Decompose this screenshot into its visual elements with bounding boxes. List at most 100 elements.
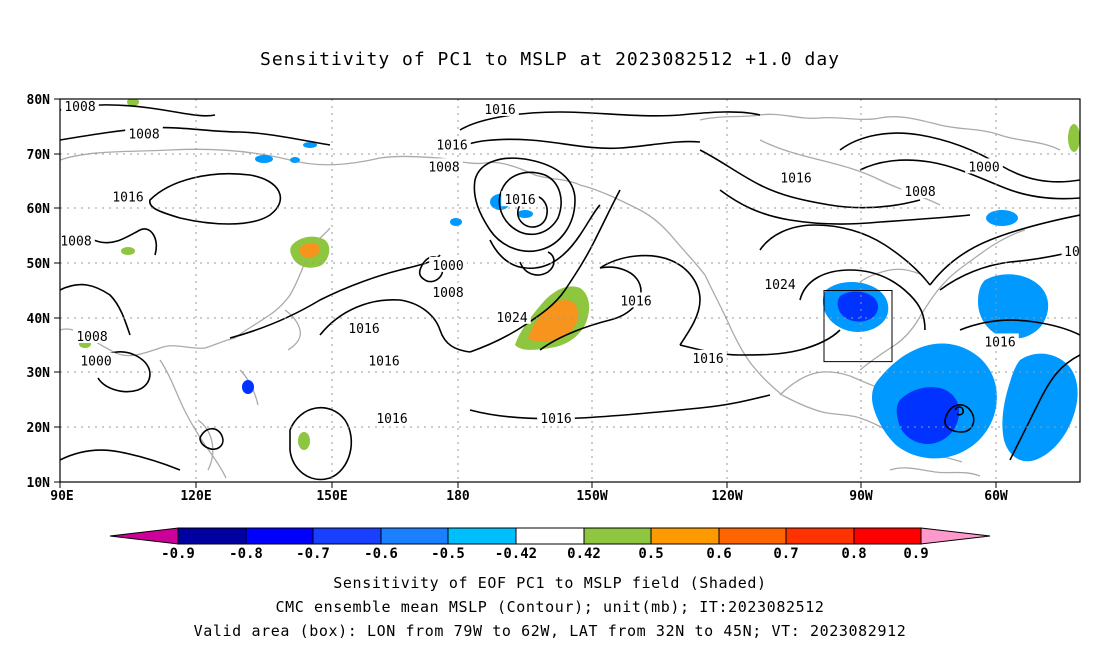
strong-positive-sensitivity-region [299,242,320,259]
contour-label: 1008 [64,100,95,115]
colorbar-segment [515,527,585,545]
colorbar-label: -0.5 [431,546,465,562]
contour-label-bg [61,98,99,114]
contour-label: 1008 [428,160,459,175]
lat-tick-label: 20N [27,421,51,436]
colorbar-segment [177,527,247,545]
negative-sensitivity-region [517,210,533,218]
contour-label: 1016 [780,171,811,186]
lat-tick-label: 70N [27,148,51,163]
colorbar-label: -0.42 [495,546,537,562]
contour-label-bg [501,191,539,207]
colorbar-segment [650,527,720,545]
positive-sensitivity-region [121,247,135,255]
contour-label-bg [689,349,727,365]
lat-tick-label: 80N [27,93,51,108]
contour-label: 1008 [128,128,159,143]
contour-label: 1008 [76,330,107,345]
negative-sensitivity-region [242,380,254,394]
contour-label-bg [57,232,95,248]
negative-sensitivity-region [450,218,462,226]
colorbar-segment [718,527,787,545]
negative-sensitivity-region [978,274,1049,339]
colorbar-segment [583,527,652,545]
colorbar-label: -0.6 [364,546,398,562]
contour-label: 1000 [968,160,999,175]
contour-label-bg [429,284,467,300]
contour-label: 1016 [484,103,515,118]
negative-sensitivity-region [1002,353,1078,462]
strong-negative-sensitivity-region [896,387,960,445]
colorbar-max-arrow [920,527,991,545]
contour-label: 1016 [348,322,379,337]
contour-label-bg [481,100,519,116]
contour-label-bg [901,183,939,199]
lat-tick-label: 50N [27,257,51,272]
colorbar-label: 0.5 [638,546,663,562]
lon-axis: 90E 120E 150E 180 150W 120W 90W 60W [50,482,1008,504]
contour-label: 1016 [540,412,571,427]
lon-tick-label: 90E [50,489,73,504]
colorbar-label: 0.42 [567,546,601,562]
negative-sensitivity-region [986,210,1018,226]
contour-label: 1008 [904,185,935,200]
lat-tick-label: 10N [27,476,51,491]
positive-sensitivity-region [1068,124,1080,152]
contour-label-bg [125,125,163,141]
lon-tick-label: 60W [984,489,1008,504]
contour-label-bg [617,292,655,308]
lon-tick-label: 90W [849,489,873,504]
contour-label: 1016 [368,355,399,370]
contour-label: 1016 [620,294,651,309]
lon-tick-label: 150E [316,489,347,504]
contour-label-bg [433,136,471,152]
colorbar-label: -0.7 [296,546,330,562]
strong-negative-sensitivity-region [837,291,878,322]
mslp-contours [60,104,1080,481]
contour-label-bg [777,169,815,185]
contour-label: 1016 [692,352,723,367]
contour-label: 1000 [80,355,111,370]
contour-label-bg [77,352,115,368]
contour-label-bg [345,319,383,335]
contour-label-bg [373,410,411,426]
contour-label-bg [365,352,403,368]
contour-label: 1008 [432,286,463,301]
colorbar-label: 0.6 [706,546,731,562]
positive-sensitivity-region [298,432,310,450]
colorbar-label: -0.8 [229,546,263,562]
colorbar: -0.9 -0.8 -0.7 -0.6 -0.5 -0.42 0.42 0.5 … [109,527,991,562]
lon-tick-label: 120W [711,489,742,504]
plot-frame [59,98,1081,483]
colorbar-min-arrow [109,527,179,545]
lat-tick-label: 40N [27,312,51,327]
colorbar-segment [447,527,517,545]
lat-tick-label: 30N [27,366,51,381]
positive-sensitivity-region [127,99,139,106]
colorbar-label: 0.9 [903,546,928,562]
contour-label: 1024 [764,278,795,293]
contour-label-bg [425,158,463,174]
colorbar-segment [380,527,449,545]
colorbar-label: -0.9 [161,546,195,562]
contour-label: 1024 [496,311,527,326]
contour-label: 1016 [376,412,407,427]
contour-label: 1016 [112,190,143,205]
contour-label-bg [1061,243,1083,259]
lon-tick-label: 180 [446,489,470,504]
contour-label-bg [761,276,799,292]
contour-label-bg [429,256,467,272]
contour-label-bg [981,333,1019,349]
contour-label: 1016 [504,193,535,208]
contour-labels: 1008 1008 1016 1008 1008 1000 1016 1016 1008 1016… [57,98,1083,427]
plot-title: Sensitivity of PC1 to MSLP at 2023082512… [259,49,840,70]
contour-label: 1016 [984,335,1015,350]
contour-label-bg [537,410,575,426]
colorbar-segment [785,527,855,545]
colorbar-segment [312,527,382,545]
caption-line-2: CMC ensemble mean MSLP (Contour); unit(m… [275,598,825,616]
colorbar-segment [245,527,314,545]
lat-axis: 80N 70N 60N 50N 40N 30N 20N 10N [27,93,60,491]
negative-sensitivity-region [290,157,300,163]
contour-label-bg [73,328,111,344]
